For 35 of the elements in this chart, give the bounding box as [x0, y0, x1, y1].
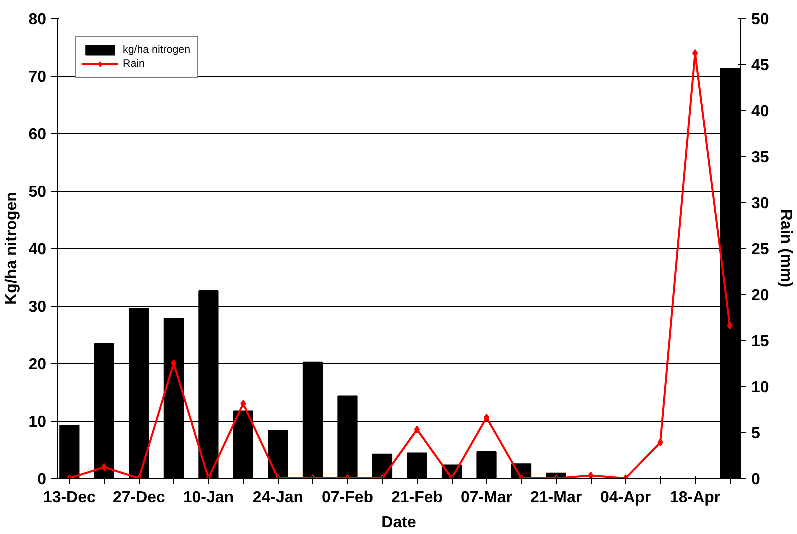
y2-tick-label: 40 [752, 104, 770, 120]
x-tick-label: 13-Dec [43, 490, 96, 506]
y2-tick-label: 0 [752, 472, 760, 488]
y2-axis-title: Rain (mm) [777, 209, 794, 288]
x-axis-title: Date [382, 514, 416, 532]
y-axis-title: Kg/ha nitrogen [4, 192, 21, 305]
x-tick-label: 07-Feb [322, 490, 374, 506]
y2-tick-label: 25 [752, 242, 770, 258]
y2-tick-label: 35 [752, 150, 770, 166]
y-tick-label: 10 [28, 414, 47, 431]
x-tick-label: 21-Feb [391, 490, 444, 506]
y-tick-label: 50 [28, 184, 47, 201]
x-tick-label: 07-Mar [460, 490, 513, 506]
legend-label: Rain [123, 57, 145, 71]
x-tick-label: 27-Dec [112, 490, 166, 506]
y-tick-label: 80 [28, 12, 47, 28]
y-tick-label: 60 [28, 126, 47, 144]
y-tick-label: 70 [28, 69, 47, 86]
x-tick-label: 10-Jan [183, 490, 234, 506]
legend-label: kg/ha nitrogen [123, 43, 191, 57]
y2-tick-label: 50 [752, 12, 770, 28]
x-tick-label: 21-Mar [530, 490, 582, 506]
y2-tick-label: 30 [752, 196, 770, 212]
y-tick-label: 0 [38, 472, 47, 488]
y2-tick-label: 20 [752, 288, 770, 304]
y-tick-label: 20 [28, 356, 47, 374]
y2-tick-label: 15 [752, 334, 770, 350]
x-tick-label: 18-Apr [670, 490, 721, 506]
y2-tick-label: 5 [752, 426, 760, 442]
y-tick-label: 30 [28, 299, 47, 316]
x-tick-label: 04-Apr [600, 490, 652, 506]
y-tick-label: 40 [28, 242, 47, 258]
y2-tick-label: 45 [752, 58, 770, 74]
y2-tick-label: 10 [752, 380, 770, 396]
x-tick-label: 24-Jan [252, 490, 304, 506]
